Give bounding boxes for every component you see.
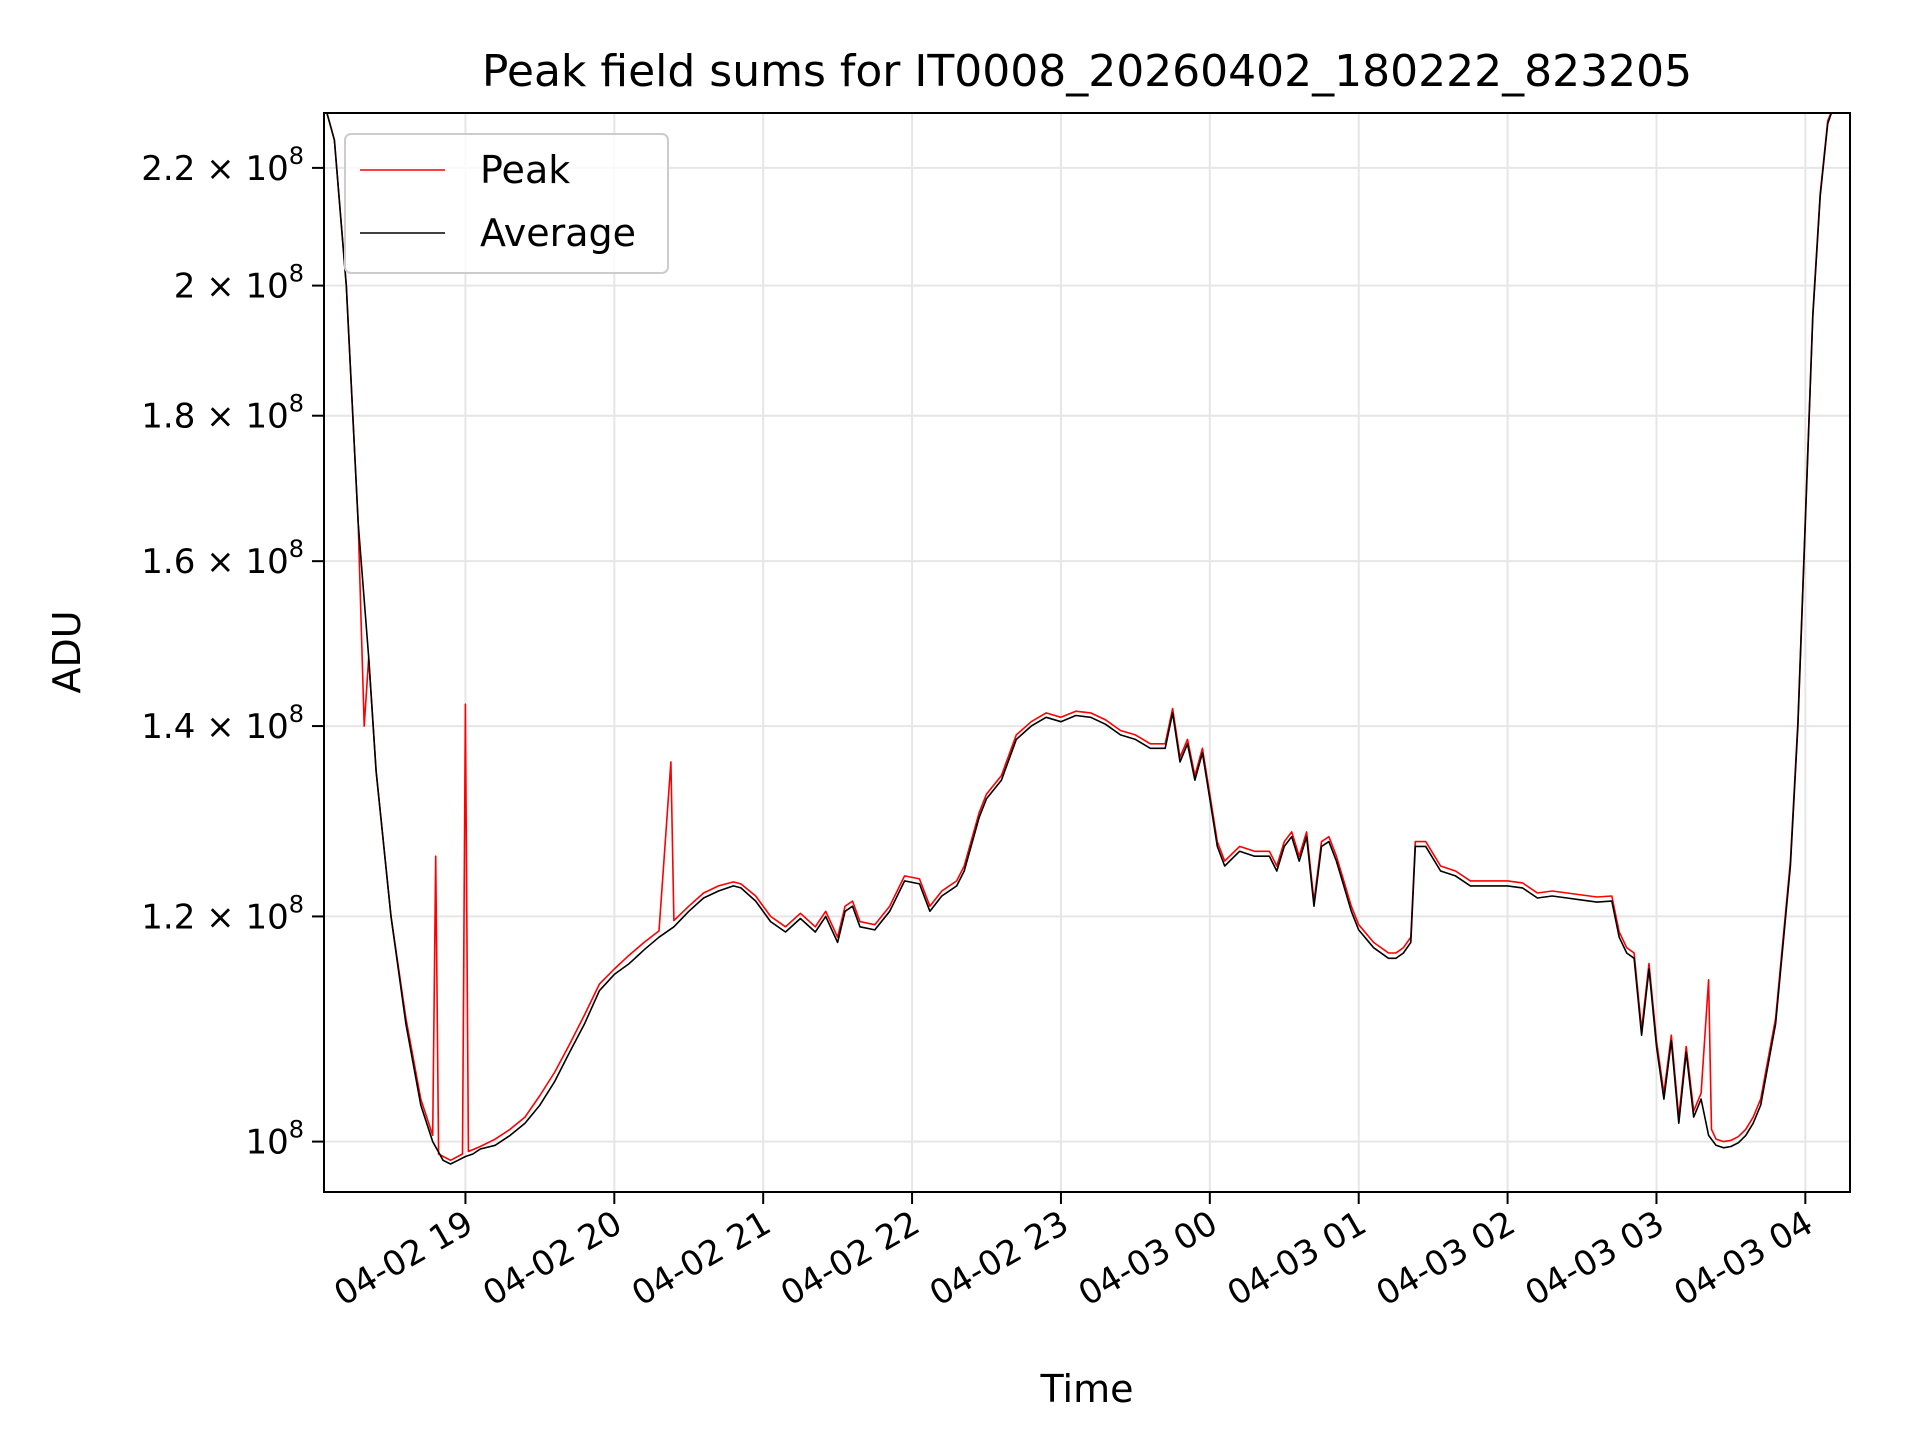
- y-tick-base: 10: [245, 149, 288, 189]
- y-tick-mantissa: 2.2 ×: [141, 149, 245, 189]
- y-tick-exponent: 8: [289, 700, 304, 728]
- y-tick-label: 108: [245, 1116, 304, 1163]
- y-tick-base: 10: [245, 707, 288, 747]
- y-tick-exponent: 8: [289, 890, 304, 918]
- y-tick-label: 1.2 × 108: [141, 890, 304, 937]
- grid: [324, 113, 1850, 1192]
- plot-area: [326, 113, 1833, 1165]
- chart-title: Peak field sums for IT0008_20260402_1802…: [482, 46, 1692, 97]
- y-tick-base: 10: [245, 1123, 288, 1163]
- y-tick-base: 10: [245, 397, 288, 437]
- y-tick-exponent: 8: [289, 260, 304, 288]
- legend-label-peak: Peak: [480, 148, 570, 192]
- y-tick-label: 2 × 108: [174, 260, 304, 307]
- y-tick-exponent: 8: [289, 1116, 304, 1144]
- y-tick-mantissa: 1.4 ×: [141, 707, 245, 747]
- legend-box: [344, 133, 669, 274]
- legend: Peak Average: [344, 133, 669, 274]
- x-axis-label: Time: [1040, 1367, 1134, 1411]
- y-tick-mantissa: 2 ×: [174, 267, 246, 307]
- legend-label-average: Average: [480, 211, 636, 255]
- y-tick-label: 2.2 × 108: [141, 142, 304, 189]
- y-tick-exponent: 8: [289, 142, 304, 170]
- series-line-average: [326, 113, 1833, 1165]
- y-tick-label: 1.4 × 108: [141, 700, 304, 747]
- y-tick-mantissa: 1.2 ×: [141, 897, 245, 937]
- y-tick-base: 10: [245, 897, 288, 937]
- y-tick-mantissa: 1.8 ×: [141, 397, 245, 437]
- plot-frame: [323, 112, 1851, 1193]
- y-tick-exponent: 8: [289, 390, 304, 418]
- y-tick-base: 10: [245, 267, 288, 307]
- y-tick-exponent: 8: [289, 535, 304, 563]
- y-tick-label: 1.6 × 108: [141, 535, 304, 582]
- y-tick-base: 10: [245, 542, 288, 582]
- y-tick-mantissa: 1.6 ×: [141, 542, 245, 582]
- y-axis-label: ADU: [45, 610, 89, 693]
- y-tick-label: 1.8 × 108: [141, 390, 304, 437]
